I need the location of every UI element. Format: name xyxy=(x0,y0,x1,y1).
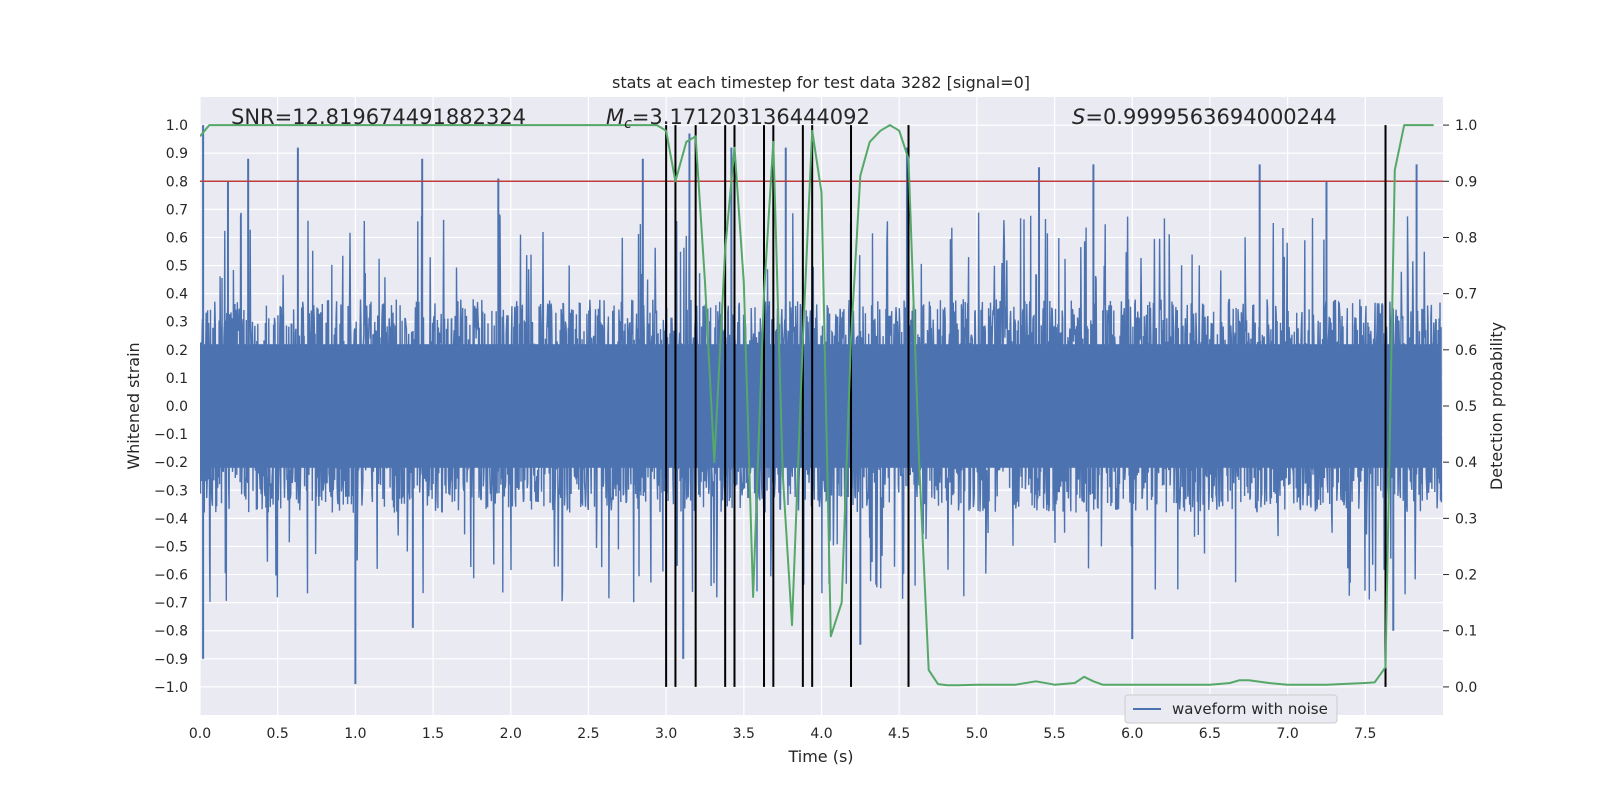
left-tick-label: 0.7 xyxy=(166,202,188,218)
left-tick-label: −0.4 xyxy=(154,511,188,527)
x-tick-label: 5.0 xyxy=(966,726,988,742)
x-axis-label: Time (s) xyxy=(787,747,853,766)
left-tick-label: −0.8 xyxy=(154,624,188,640)
x-tick-label: 3.5 xyxy=(733,726,755,742)
right-tick-label: 0.0 xyxy=(1455,680,1477,696)
left-tick-label: 0.1 xyxy=(166,371,188,387)
x-tick-label: 4.5 xyxy=(888,726,910,742)
s-value: =0.9999563694000244 xyxy=(1085,105,1336,129)
right-axis-ticks: 1.0 0.9 0.8 0.7 0.6 0.5 0.4 0.3 0.2 0.1 0.0 xyxy=(1443,118,1477,696)
mc-subscript: c xyxy=(624,116,632,132)
left-tick-label: −0.2 xyxy=(154,455,188,471)
probability-line xyxy=(200,124,1434,687)
legend: waveform with noise xyxy=(1124,694,1338,724)
left-tick-label: −0.6 xyxy=(154,568,188,584)
left-tick-label: −0.9 xyxy=(154,652,188,668)
left-tick-label: 0.5 xyxy=(166,259,188,275)
right-tick-label: 0.2 xyxy=(1455,568,1477,584)
chart-title: stats at each timestep for test data 328… xyxy=(612,73,1030,92)
left-tick-label: 0.9 xyxy=(166,146,188,162)
x-tick-label: 3.0 xyxy=(655,726,677,742)
legend-label-waveform: waveform with noise xyxy=(1172,700,1328,718)
x-tick-label: 6.0 xyxy=(1121,726,1143,742)
x-tick-label: 2.5 xyxy=(577,726,599,742)
right-axis-label: Detection probability xyxy=(1487,322,1506,490)
right-tick-label: 0.1 xyxy=(1455,624,1477,640)
s-annotation: S=0.9999563694000244 xyxy=(1072,105,1337,129)
left-tick-label: −0.3 xyxy=(154,483,188,499)
right-tick-label: 0.4 xyxy=(1455,455,1477,471)
x-tick-label: 2.0 xyxy=(500,726,522,742)
left-tick-label: −0.1 xyxy=(154,427,188,443)
right-tick-label: 0.7 xyxy=(1455,287,1477,303)
right-tick-label: 0.3 xyxy=(1455,511,1477,527)
mc-symbol: M xyxy=(606,105,624,129)
right-tick-label: 0.6 xyxy=(1455,343,1477,359)
x-tick-label: 7.5 xyxy=(1354,726,1376,742)
left-tick-label: 0.8 xyxy=(166,174,188,190)
x-tick-label: 4.0 xyxy=(810,726,832,742)
left-axis-ticks: 1.0 0.9 0.8 0.7 0.6 0.5 0.4 0.3 0.2 0.1 0.0 −0.1 −0.… xyxy=(154,118,188,696)
left-axis-label: Whitened strain xyxy=(124,342,143,469)
left-tick-label: −0.7 xyxy=(154,596,188,612)
x-tick-label: 5.5 xyxy=(1043,726,1065,742)
right-tick-label: 0.8 xyxy=(1455,230,1477,246)
snr-annotation: SNR=12.819674491882324 xyxy=(231,105,526,129)
s-symbol: S xyxy=(1072,105,1085,129)
left-tick-label: 0.0 xyxy=(166,399,188,415)
right-tick-label: 0.9 xyxy=(1455,174,1477,190)
left-tick-label: 0.4 xyxy=(166,287,188,303)
x-tick-label: 1.5 xyxy=(422,726,444,742)
legend-box xyxy=(1124,694,1338,724)
waveform-series xyxy=(200,125,1443,685)
left-tick-label: −1.0 xyxy=(154,680,188,696)
left-tick-label: 1.0 xyxy=(166,118,188,134)
right-tick-label: 0.5 xyxy=(1455,399,1477,415)
mc-value: =3.171203136444092 xyxy=(632,105,870,129)
left-tick-label: 0.3 xyxy=(166,315,188,331)
x-axis-ticks: 0.0 0.5 1.0 1.5 2.0 2.5 3.0 3.5 4.0 4.5 5.0 5.5 6.0 6… xyxy=(189,726,1377,742)
left-tick-label: −0.5 xyxy=(154,539,188,555)
x-tick-label: 7.0 xyxy=(1276,726,1298,742)
x-tick-label: 6.5 xyxy=(1199,726,1221,742)
x-tick-label: 0.5 xyxy=(267,726,289,742)
waveform-band xyxy=(200,344,1442,468)
right-tick-label: 1.0 xyxy=(1455,118,1477,134)
left-tick-label: 0.6 xyxy=(166,230,188,246)
x-tick-label: 0.0 xyxy=(189,726,211,742)
probability-series xyxy=(200,124,1434,687)
x-tick-label: 1.0 xyxy=(344,726,366,742)
mc-annotation: Mc=3.171203136444092 xyxy=(606,105,870,132)
vertical-markers xyxy=(665,125,1387,687)
left-tick-label: 0.2 xyxy=(166,343,188,359)
